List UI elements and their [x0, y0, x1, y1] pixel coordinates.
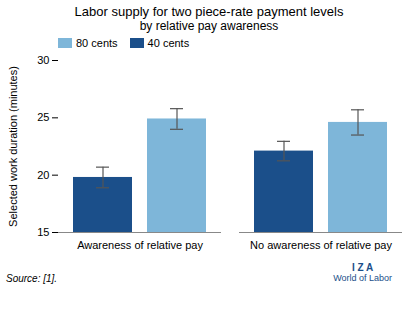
svg-text:No awareness of relative pay: No awareness of relative pay — [250, 239, 392, 251]
html-text:I Z A: I Z A — [351, 262, 374, 273]
html-text:Source: [1].: Source: [1]. — [6, 273, 58, 284]
html-text:World of Labor: World of Labor — [333, 273, 392, 283]
svg-text:30: 30 — [37, 54, 49, 66]
svg-text:20: 20 — [37, 169, 49, 181]
svg-text:25: 25 — [37, 111, 49, 123]
svg-text:15: 15 — [37, 226, 49, 238]
html-text:Labor supply for two piece-rat: Labor supply for two piece-rate payment … — [74, 4, 344, 19]
html-text:by relative pay awareness: by relative pay awareness — [139, 19, 279, 33]
svg-text:Selected work duration (minute: Selected work duration (minutes) — [7, 66, 19, 227]
html-text:80 cents: 80 cents — [76, 37, 118, 49]
html-text:40 cents: 40 cents — [147, 37, 190, 49]
svg-text:Awareness of relative pay: Awareness of relative pay — [77, 239, 203, 251]
